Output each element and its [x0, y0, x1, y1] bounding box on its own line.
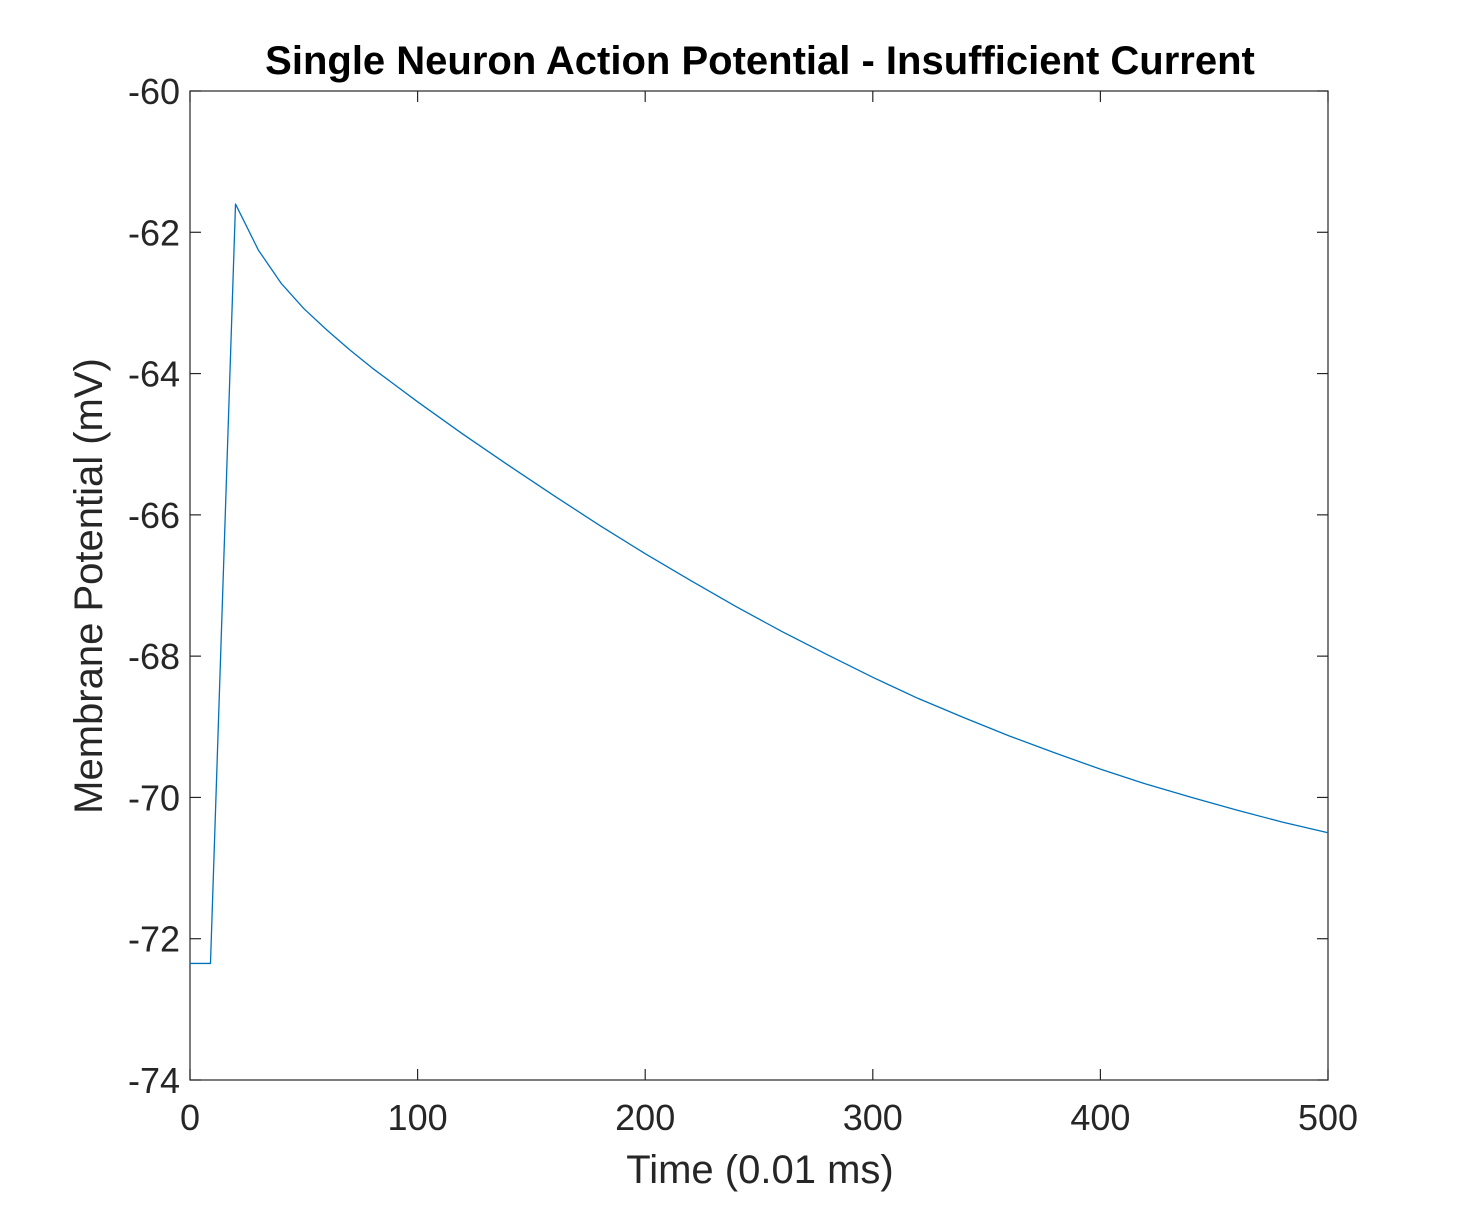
x-tick-label: 100 — [388, 1097, 448, 1138]
y-tick-label: -70 — [128, 777, 180, 818]
y-axis-label: Membrane Potential (mV) — [67, 358, 111, 814]
y-tick-label: -72 — [128, 919, 180, 960]
x-axis: 0 100 200 300 400 500 — [180, 91, 1358, 1138]
series-line-membrane-potential — [190, 203, 1329, 965]
x-tick-label: 0 — [180, 1097, 200, 1138]
chart-title: Single Neuron Action Potential - Insuffi… — [265, 39, 1255, 83]
x-tick-label: 400 — [1070, 1097, 1130, 1138]
plot-area — [190, 203, 1329, 965]
y-tick-label: -60 — [128, 71, 180, 112]
axes-box — [189, 90, 1329, 1081]
x-tick-label: 200 — [615, 1097, 675, 1138]
y-tick-label: -68 — [128, 636, 180, 677]
y-axis: -74 -72 -70 -68 -66 -64 -62 -60 — [128, 71, 1328, 1101]
y-tick-label: -66 — [128, 495, 180, 536]
x-axis-label: Time (0.01 ms) — [626, 1148, 893, 1192]
y-tick-label: -64 — [128, 354, 180, 395]
axes-frame — [189, 90, 1329, 1081]
x-tick-label: 300 — [843, 1097, 903, 1138]
y-tick-label: -74 — [128, 1060, 180, 1101]
x-tick-label: 500 — [1298, 1097, 1358, 1138]
y-tick-label: -62 — [128, 212, 180, 253]
